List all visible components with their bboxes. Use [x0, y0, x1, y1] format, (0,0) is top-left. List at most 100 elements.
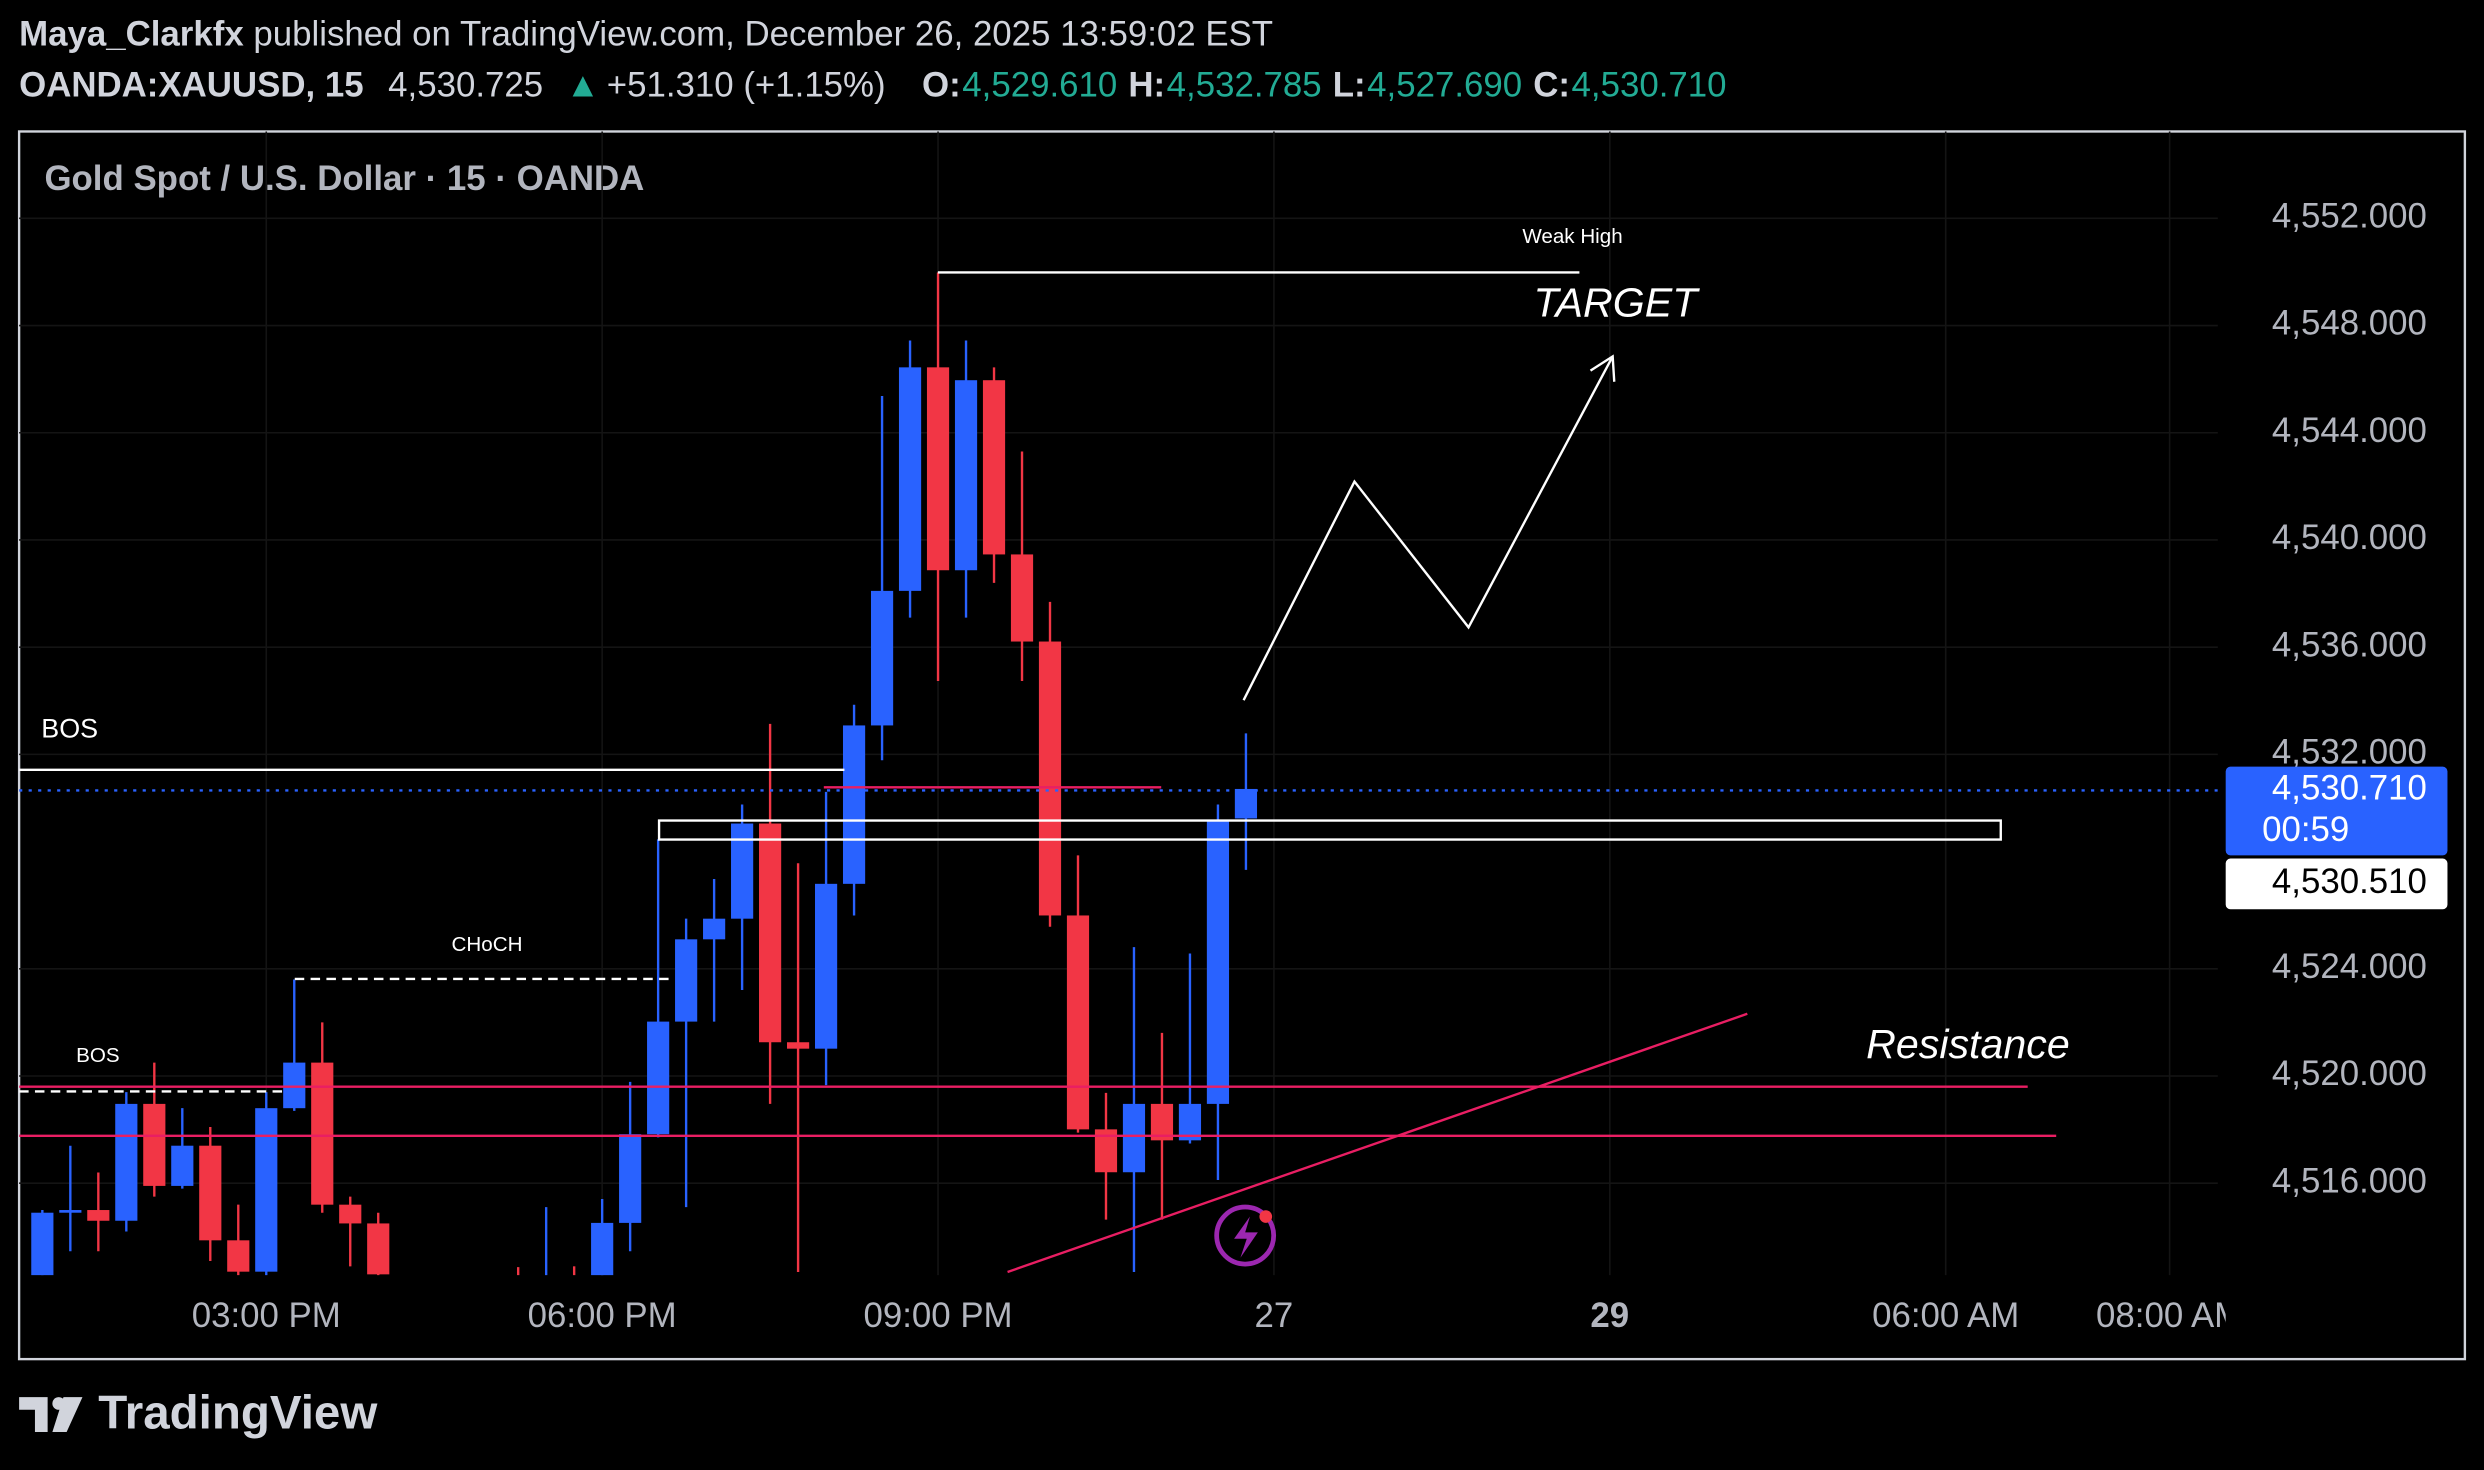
ohlc-key: C:: [1533, 65, 1570, 104]
alert-dot: [1259, 1210, 1273, 1223]
y-tick-label: 4,520.000: [2272, 1054, 2427, 1093]
annotation: Resistance: [1866, 1021, 2070, 1067]
ohlc-value: 4,532.785: [1167, 65, 1322, 104]
symbol: OANDA:XAUUSD, 15: [19, 65, 363, 104]
y-tick-label: 4,544.000: [2272, 411, 2427, 450]
countdown: 00:59: [2262, 810, 2349, 849]
x-tick-label: 03:00 PM: [192, 1296, 341, 1335]
candle-body: [759, 823, 782, 1043]
candle-body: [1178, 1103, 1202, 1141]
candle-body: [255, 1108, 278, 1272]
candle-body: [1206, 820, 1230, 1104]
candle-body: [339, 1204, 362, 1224]
candle-body: [171, 1145, 194, 1186]
y-tick-label: 4,548.000: [2272, 304, 2427, 343]
ohlc-key: H:: [1128, 65, 1165, 104]
annotation: Weak High: [1522, 225, 1622, 248]
line-price-box: [2225, 858, 2448, 910]
candle-body: [59, 1210, 82, 1213]
candle-body: [87, 1210, 110, 1221]
candle-body: [283, 1062, 306, 1109]
candle-body: [731, 823, 754, 919]
ohlc-value: 4,527.690: [1367, 65, 1522, 104]
candle-body: [787, 1042, 810, 1049]
x-tick-label: 27: [1255, 1296, 1294, 1335]
x-tick-label: 09:00 PM: [864, 1296, 1013, 1335]
candle-body: [199, 1145, 222, 1241]
logo-dot: [52, 1397, 66, 1410]
trend-line: [1007, 1012, 1748, 1274]
candle-body: [31, 1212, 54, 1276]
candle-body: [926, 367, 950, 571]
candle-body: [311, 1062, 334, 1205]
zone: [657, 819, 2002, 841]
symbol-line: OANDA:XAUUSD, 15 4,530.725 ▲ +51.310 (+1…: [19, 65, 1726, 104]
candle-body: [1094, 1129, 1118, 1173]
drawings: [19, 271, 2218, 1274]
x-tick-label: 06:00 PM: [528, 1296, 677, 1335]
annotation: CHoCH: [452, 933, 523, 956]
alert-icon[interactable]: [1214, 1204, 1277, 1267]
chart-frame: [17, 130, 2467, 1361]
candle-body: [675, 939, 698, 1022]
y-tick-label: 4,516.000: [2272, 1161, 2427, 1200]
candle-body: [814, 883, 838, 1049]
candle-body: [115, 1103, 138, 1221]
y-axis: 4,516.0004,520.0004,524.0004,532.0004,53…: [2272, 197, 2427, 1201]
candle-body: [1150, 1103, 1174, 1141]
candle-body: [1234, 788, 1258, 819]
author[interactable]: Maya_Clarkfx: [19, 15, 244, 54]
candle-body: [870, 590, 894, 726]
y-tick-label: 4,540.000: [2272, 518, 2427, 557]
last-price: 4,530.725: [388, 65, 543, 104]
price-box: [2225, 766, 2448, 856]
candle-body: [954, 380, 978, 571]
candle-body: [1010, 554, 1034, 642]
header-line: Maya_Clarkfx published on TradingView.co…: [19, 15, 1273, 54]
y-tick-label: 4,552.000: [2272, 197, 2427, 236]
published: published on TradingView.com, December 2…: [253, 15, 1273, 54]
ohlc-value: 4,529.610: [962, 65, 1117, 104]
x-tick-label: 08:00 AM: [2096, 1296, 2243, 1335]
candle-body: [898, 367, 922, 591]
candle-body: [842, 725, 866, 884]
x-tick-label: 29: [1590, 1296, 1629, 1335]
line-price-label: 4,530.510: [2272, 862, 2427, 901]
logo: TradingView: [19, 1387, 378, 1440]
candle-body: [647, 1021, 670, 1135]
chart-title: Gold Spot / U.S. Dollar · 15 · OANDA: [44, 159, 644, 198]
annotation: BOS: [76, 1044, 119, 1067]
candle-body: [367, 1223, 390, 1275]
candle-body: [1066, 915, 1090, 1130]
candle-body: [982, 380, 1006, 555]
arrow-head: [1589, 354, 1616, 382]
candle-body: [143, 1103, 166, 1186]
annotations: Weak High TARGET BOS BOS CHoCH Resistance: [41, 225, 2069, 1067]
projection-path: [1242, 355, 1614, 701]
annotation: BOS: [41, 713, 98, 743]
y-tick-label: 4,524.000: [2272, 947, 2427, 986]
change: +51.310 (+1.15%): [607, 65, 886, 104]
ohlc-key: L:: [1333, 65, 1366, 104]
y-tick-label: 4,536.000: [2272, 625, 2427, 664]
candle-body: [1038, 641, 1062, 916]
ohlc-value: 4,530.710: [1572, 65, 1727, 104]
price-box-label: 4,530.710: [2272, 769, 2427, 808]
candle-body: [591, 1222, 614, 1276]
x-tick-label: 06:00 AM: [1872, 1296, 2019, 1335]
candle-body: [703, 918, 726, 940]
brand[interactable]: TradingView: [98, 1387, 378, 1440]
candle-body: [619, 1134, 642, 1223]
candles: [31, 272, 1258, 1276]
y-tick-label: 4,532.000: [2272, 733, 2427, 772]
change-arrow: ▲: [566, 65, 600, 104]
ohlc-key: O:: [922, 65, 961, 104]
candle-body: [227, 1240, 250, 1272]
alert-icon-bolt: [1234, 1216, 1258, 1258]
candle-body: [1122, 1103, 1146, 1173]
x-axis: 03:00 PM 06:00 PM 09:00 PM 27 29 06:00 AM 08:0…: [192, 1296, 2243, 1335]
annotation: TARGET: [1533, 280, 1700, 326]
